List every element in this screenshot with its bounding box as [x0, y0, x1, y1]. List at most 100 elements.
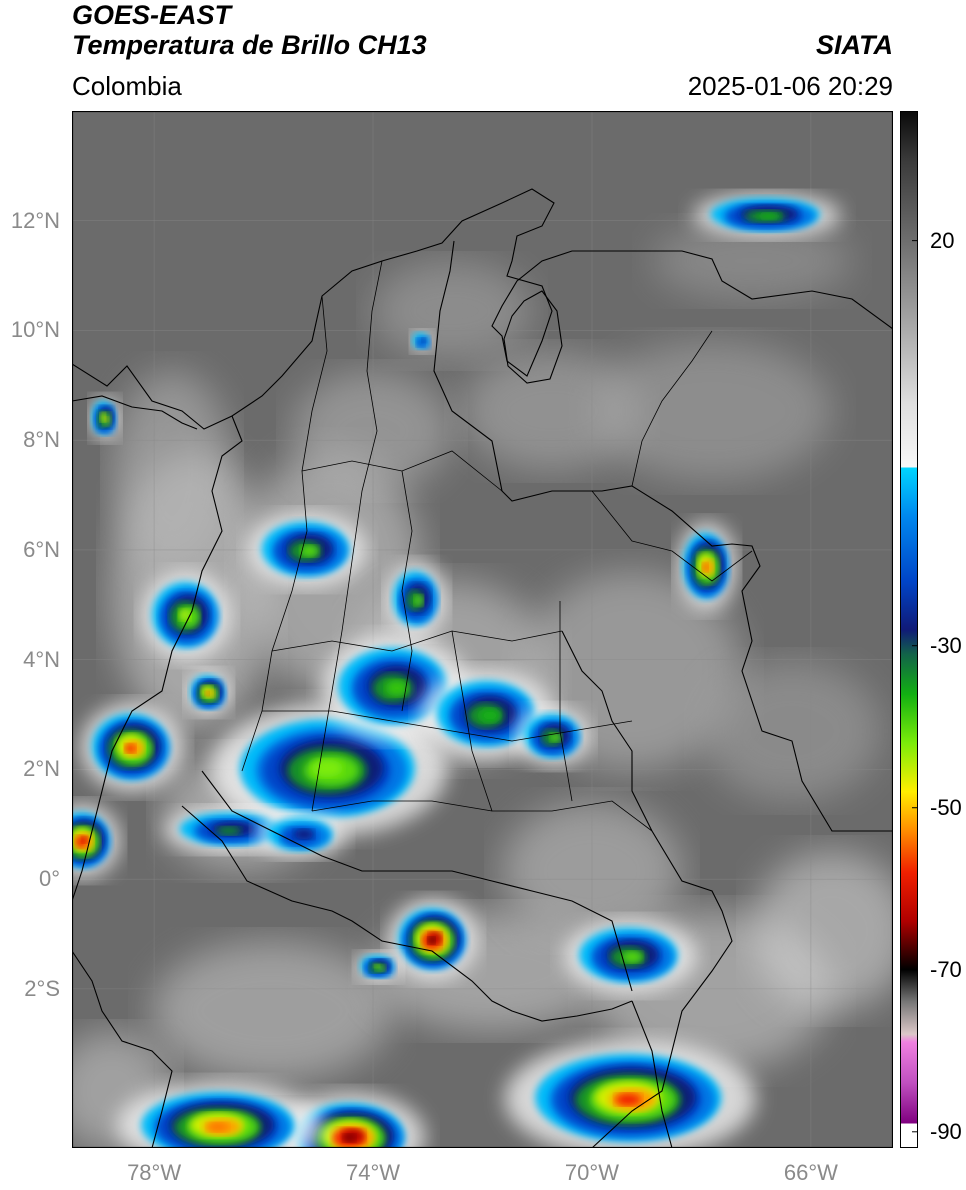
storm-ring — [414, 594, 424, 606]
storm-ring — [427, 937, 436, 944]
storm-cell — [248, 512, 367, 587]
region-label: Colombia — [72, 71, 182, 101]
storm-ring — [179, 608, 191, 621]
satellite-title: GOES-EAST — [72, 0, 232, 30]
storm-ring — [293, 829, 314, 840]
cloud-haze-4 — [462, 351, 642, 471]
brand-label: SIATA — [816, 30, 893, 60]
cloud-haze-13 — [652, 221, 852, 301]
storm-ring — [550, 732, 562, 743]
storm-cells-layer — [72, 193, 842, 1148]
storm-ring — [216, 826, 241, 835]
cloud-haze-6 — [702, 661, 882, 801]
cloud-haze-11 — [292, 371, 452, 491]
coastline-caribbean — [72, 188, 893, 430]
cloud-haze-layer — [72, 221, 893, 1148]
ecuador-peru-border — [181, 805, 633, 1022]
storm-ring — [479, 708, 501, 723]
storm-cell — [411, 330, 434, 353]
storm-cell — [356, 952, 401, 982]
colorbar-tick-label: -90 — [930, 1118, 962, 1144]
storm-ring — [385, 680, 409, 697]
colombia-venezuela-border — [433, 240, 893, 832]
internal-dept-lines-1 — [241, 295, 328, 772]
datetime-label: 2025-01-06 20:29 — [687, 71, 893, 101]
colorbar-tick-label: 20 — [930, 227, 955, 253]
cloud-haze-12 — [112, 371, 232, 571]
storm-cell — [387, 562, 447, 637]
storm-cell — [677, 521, 737, 611]
storm-ring — [622, 951, 643, 963]
storm-cell — [504, 1039, 756, 1148]
storm-ring — [207, 1122, 229, 1132]
latitude-tick-label: 12°N — [10, 207, 60, 233]
panama-isthmus — [72, 395, 198, 430]
cloud-haze-7 — [152, 941, 392, 1081]
storm-ring — [701, 562, 708, 573]
longitude-tick-label: 78°W — [127, 1160, 182, 1185]
colorbar-ticks — [912, 240, 918, 1133]
internal-dept-lines-2 — [311, 260, 383, 812]
internal-dept-lines-7 — [401, 470, 413, 712]
latitude-tick-label: 10°N — [10, 317, 60, 343]
latitude-tick-label: 8°N — [23, 427, 60, 453]
storm-cell — [563, 918, 697, 993]
storm-ring — [373, 963, 380, 968]
storm-ring — [206, 689, 215, 698]
country-borders — [72, 188, 893, 1148]
satellite-map — [72, 111, 893, 1148]
colombia-peru-border — [201, 770, 633, 992]
storm-cell — [142, 571, 232, 661]
storm-cell — [693, 193, 842, 238]
brazil-peru-border — [631, 1000, 673, 1148]
storm-cell — [186, 670, 232, 715]
latitude-tick-label: 4°N — [23, 646, 60, 672]
storm-ring — [421, 337, 427, 343]
pacific-coast — [72, 415, 243, 902]
venezuela-internal-1 — [591, 490, 753, 582]
storm-ring — [99, 412, 106, 422]
internal-dept-lines-4 — [271, 630, 563, 652]
colorbar-tick-label: -50 — [930, 794, 962, 820]
colorbar-tick-label: -70 — [930, 956, 962, 982]
colombia-brazil-border — [561, 630, 733, 1148]
cloud-haze-5 — [592, 341, 832, 481]
latitude-tick-label: 2°S — [24, 975, 60, 1001]
storm-cell — [421, 670, 555, 759]
storm-cell — [116, 1081, 324, 1148]
graticule — [72, 111, 893, 1148]
colorbar-gradient — [900, 111, 918, 1148]
latitude-tick-label: 2°N — [23, 756, 60, 782]
storm-cell — [80, 703, 184, 792]
storm-ring — [104, 416, 109, 422]
venezuela-internal-2 — [631, 330, 713, 487]
latitude-tick-label: 6°N — [23, 536, 60, 562]
storm-ring — [311, 759, 343, 778]
storm-ring — [615, 1093, 642, 1106]
ecuador-coast — [72, 950, 173, 1148]
storm-ring — [300, 545, 319, 557]
latitude-tick-label: 0° — [38, 866, 60, 892]
longitude-tick-label: 66°W — [783, 1160, 838, 1185]
storm-ring — [342, 1134, 356, 1142]
longitude-tick-label: 74°W — [346, 1160, 401, 1185]
storm-cell — [516, 706, 591, 767]
storm-ring — [124, 743, 136, 754]
cloud-haze-16 — [372, 261, 532, 361]
storm-ring — [204, 691, 210, 696]
internal-dept-lines-9 — [559, 601, 573, 802]
colorbar-tick-label: -30 — [930, 632, 962, 658]
internal-dept-lines-8 — [451, 630, 493, 812]
cloud-haze-10 — [752, 851, 893, 1011]
storm-cell — [388, 898, 478, 981]
storm-ring — [757, 212, 781, 220]
product-title: Temperatura de Brillo CH13 — [72, 30, 427, 60]
lake-maracaibo — [503, 290, 563, 384]
storm-cell — [90, 396, 120, 441]
map-frame — [72, 111, 893, 1148]
longitude-tick-label: 70°W — [564, 1160, 619, 1185]
storm-cell — [257, 813, 347, 858]
storm-ring — [81, 836, 89, 844]
colorbar — [900, 111, 918, 1148]
internal-dept-lines-5 — [262, 710, 633, 742]
